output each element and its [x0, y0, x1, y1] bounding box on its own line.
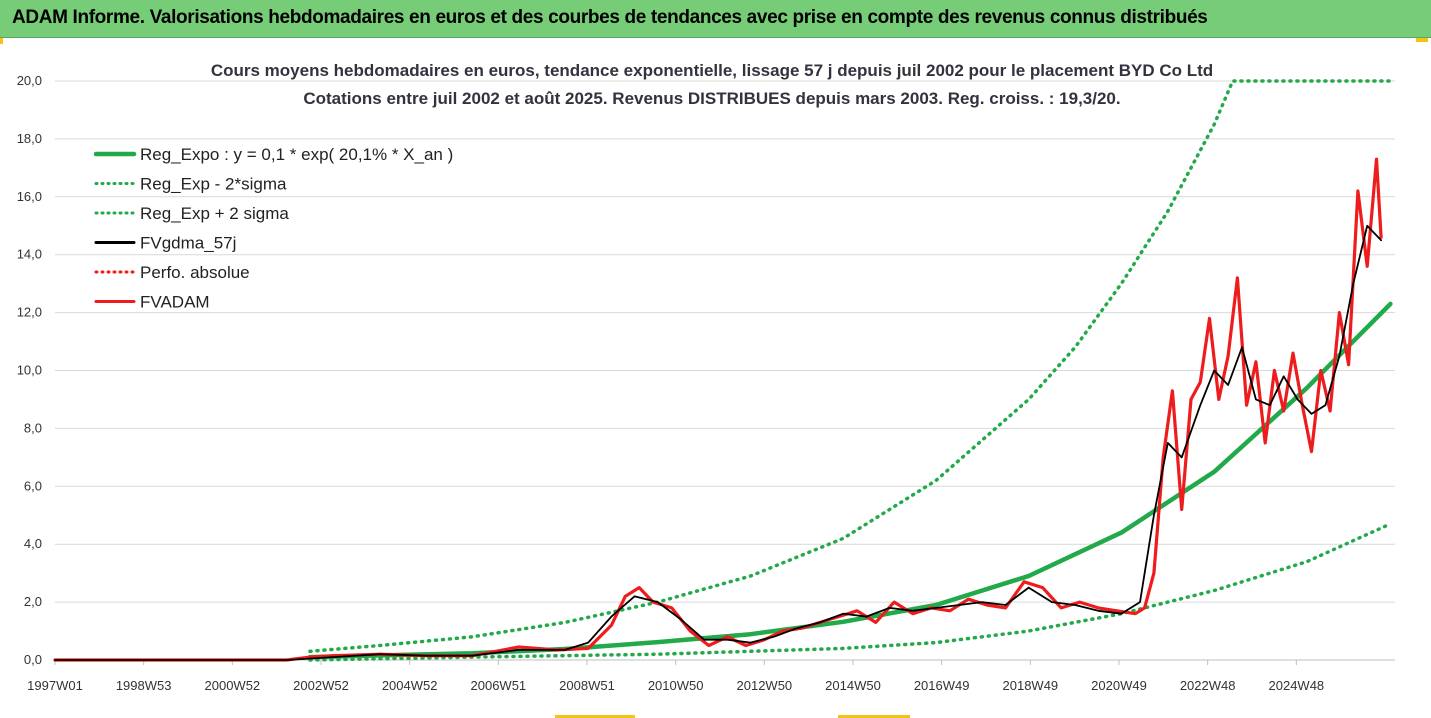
y-tick-label-7: 14,0 — [17, 247, 42, 262]
y-tick-label-0: 0,0 — [24, 652, 42, 667]
series-line-reg-exp-2-sigma — [308, 79, 1393, 654]
legend: Reg_Expo : y = 0,1 * exp( 20,1% * X_an )… — [93, 145, 453, 312]
y-tick-label-4: 8,0 — [24, 420, 42, 435]
header-title: ADAM Informe. Valorisations hebdomadaire… — [12, 7, 1208, 28]
chart-area: 0,0 2,0 4,0 6,0 8,0 10,0 12,0 14,0 16,0 18,0 20,0 1… — [0, 38, 1431, 718]
chart-title: Cours moyens hebdomadaires en euros, ten… — [211, 61, 1213, 80]
y-tick-label-6: 12,0 — [17, 305, 42, 320]
y-tick-label-10: 20,0 — [17, 73, 42, 88]
y-tick-label-8: 16,0 — [17, 189, 42, 204]
x-tick-label-7: 2010W50 — [648, 678, 704, 693]
x-tick-label-3: 2002W52 — [293, 678, 349, 693]
legend-label-4: Perfo. absolue — [140, 263, 250, 282]
gridlines — [55, 80, 1395, 661]
series-line-fvadam — [53, 157, 1383, 662]
series-line-reg-expo-y-0-1-exp-20-1-x-an — [307, 301, 1393, 660]
series-lines — [53, 79, 1393, 662]
legend-label-3: FVgdma_57j — [140, 234, 236, 253]
x-tick-label-13: 2022W48 — [1180, 678, 1236, 693]
x-tick-label-2: 2000W52 — [205, 678, 261, 693]
y-tick-label-5: 10,0 — [17, 363, 42, 378]
series-line-reg-exp-2-sigma — [308, 522, 1393, 662]
x-tick-label-4: 2004W52 — [382, 678, 438, 693]
y-tick-label-9: 18,0 — [17, 131, 42, 146]
chart-svg: 0,0 2,0 4,0 6,0 8,0 10,0 12,0 14,0 16,0 18,0 20,0 1… — [17, 61, 1395, 693]
legend-label-1: Reg_Exp - 2*sigma — [140, 175, 287, 194]
x-tick-label-0: 1997W01 — [27, 678, 83, 693]
legend-label-0: Reg_Expo : y = 0,1 * exp( 20,1% * X_an ) — [140, 145, 453, 164]
corner-mark-left — [0, 38, 3, 44]
header-banner: ADAM Informe. Valorisations hebdomadaire… — [0, 0, 1431, 38]
x-tick-label-11: 2018W49 — [1003, 678, 1059, 693]
x-tick-label-8: 2012W50 — [737, 678, 793, 693]
x-tick-label-5: 2006W51 — [471, 678, 527, 693]
corner-mark-right — [1416, 38, 1428, 42]
legend-label-2: Reg_Exp + 2 sigma — [140, 204, 289, 223]
chart-subtitle: Cotations entre juil 2002 et août 2025. … — [303, 89, 1120, 108]
x-tick-label-14: 2024W48 — [1269, 678, 1325, 693]
x-tick-label-9: 2014W50 — [825, 678, 881, 693]
x-tick-label-10: 2016W49 — [914, 678, 970, 693]
legend-label-5: FVADAM — [140, 293, 210, 312]
x-tick-label-1: 1998W53 — [116, 678, 172, 693]
bottom-mark-left — [555, 715, 635, 718]
axis-ticks: 0,0 2,0 4,0 6,0 8,0 10,0 12,0 14,0 16,0 18,0 20,0 1… — [17, 73, 1324, 693]
y-tick-label-3: 6,0 — [24, 478, 42, 493]
x-tick-label-12: 2020W49 — [1091, 678, 1147, 693]
y-tick-label-2: 4,0 — [24, 536, 42, 551]
y-tick-label-1: 2,0 — [24, 594, 42, 609]
x-tick-label-6: 2008W51 — [559, 678, 615, 693]
bottom-mark-right — [838, 715, 910, 718]
series-line-fvgdma-57j — [54, 224, 1382, 661]
